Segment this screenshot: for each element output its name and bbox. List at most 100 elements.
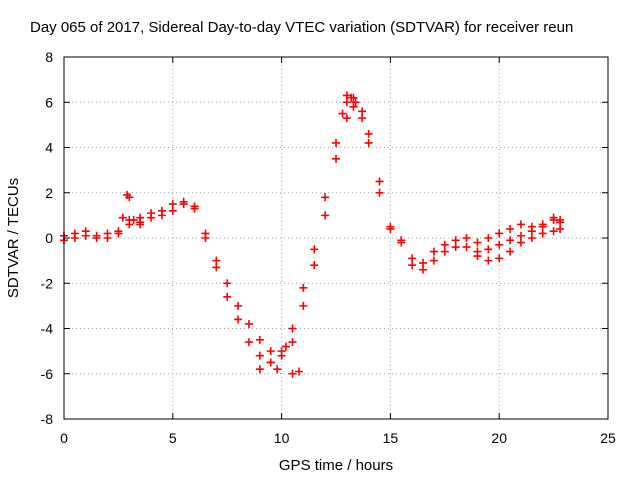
grid-lines	[64, 57, 608, 419]
y-tick-label: 4	[45, 140, 53, 156]
data-point	[419, 258, 428, 267]
y-tick-label: -8	[41, 411, 54, 427]
data-point	[223, 279, 232, 288]
data-point	[429, 247, 438, 256]
x-axis-title: GPS time / hours	[279, 457, 393, 474]
data-point	[281, 342, 290, 351]
data-point	[473, 238, 482, 247]
data-point	[288, 338, 297, 347]
data-point	[212, 256, 221, 265]
data-point	[538, 229, 547, 238]
data-point	[440, 240, 449, 249]
data-point	[549, 227, 558, 236]
data-point	[136, 220, 145, 229]
x-tick-label: 0	[60, 430, 68, 446]
data-point	[506, 247, 515, 256]
data-point	[321, 193, 330, 202]
data-point	[103, 234, 112, 242]
data-point	[358, 114, 367, 123]
data-point	[364, 129, 373, 138]
data-point	[351, 98, 360, 107]
data-point	[549, 213, 558, 222]
data-point	[273, 365, 282, 374]
data-point	[342, 114, 351, 123]
x-tick-label: 25	[600, 430, 616, 446]
series-track-3	[118, 91, 565, 378]
y-tick-label: 2	[45, 185, 53, 201]
data-point	[70, 229, 79, 238]
y-tick-label: 8	[45, 49, 53, 65]
data-point	[495, 229, 504, 238]
data-point	[516, 238, 525, 247]
y-axis-title: SDTVAR / TECUs	[5, 178, 22, 298]
data-point	[484, 245, 493, 254]
data-point	[516, 220, 525, 229]
x-tick-label: 10	[274, 430, 290, 446]
data-point	[358, 107, 367, 116]
data-point	[129, 215, 138, 224]
data-point	[92, 231, 101, 240]
data-point	[321, 211, 330, 220]
data-point	[347, 93, 356, 102]
x-tick-label: 20	[491, 430, 507, 446]
data-point	[538, 222, 547, 231]
data-point	[157, 206, 166, 215]
data-point	[190, 202, 199, 211]
x-tick-label: 15	[383, 430, 399, 446]
data-point	[527, 227, 536, 236]
data-point	[495, 254, 504, 263]
data-point	[244, 338, 253, 347]
data-point	[451, 243, 460, 252]
plot-frame	[63, 56, 609, 420]
data-point	[288, 369, 297, 378]
y-tick-label: -2	[41, 275, 54, 291]
data-point	[349, 102, 358, 111]
data-point	[255, 365, 264, 374]
data-point	[168, 200, 177, 209]
data-point	[484, 234, 493, 242]
data-point	[299, 301, 308, 310]
data-point	[81, 227, 90, 236]
chart-title: Day 065 of 2017, Sidereal Day-to-day VTE…	[30, 19, 573, 36]
series-track-2	[60, 93, 565, 367]
data-point	[462, 234, 471, 242]
data-point	[429, 256, 438, 265]
data-point	[212, 263, 221, 272]
data-point	[375, 188, 384, 197]
series-track-1	[60, 102, 565, 360]
y-tick-label: -6	[41, 366, 54, 382]
data-point	[179, 197, 188, 206]
data-point	[419, 265, 428, 274]
y-tick-label: 6	[45, 94, 53, 110]
data-points	[60, 91, 565, 378]
data-point	[310, 245, 319, 254]
data-point	[201, 234, 210, 242]
data-point	[295, 367, 304, 376]
data-point	[255, 351, 264, 360]
data-point	[136, 213, 145, 222]
y-tick-label: -4	[41, 321, 54, 337]
data-point	[244, 319, 253, 328]
data-point	[114, 229, 123, 238]
data-point	[118, 213, 127, 222]
data-point	[386, 222, 395, 231]
data-point	[266, 347, 275, 356]
data-point	[342, 98, 351, 107]
data-point	[310, 261, 319, 270]
data-point	[338, 109, 347, 118]
data-point	[397, 236, 406, 245]
data-point	[288, 324, 297, 333]
data-point	[495, 240, 504, 249]
data-point	[556, 218, 565, 227]
data-point	[332, 154, 340, 163]
data-point	[277, 347, 286, 356]
data-point	[266, 358, 275, 367]
axis-ticks: 0 5 10 15 20 25 -8 -6 -4 -2 0 2 4 6 8	[41, 49, 616, 446]
x-tick-label: 5	[169, 430, 177, 446]
data-point	[299, 283, 308, 292]
data-point	[462, 243, 471, 252]
data-point	[484, 256, 493, 265]
y-tick-label: 0	[45, 230, 53, 246]
data-point	[332, 138, 340, 147]
